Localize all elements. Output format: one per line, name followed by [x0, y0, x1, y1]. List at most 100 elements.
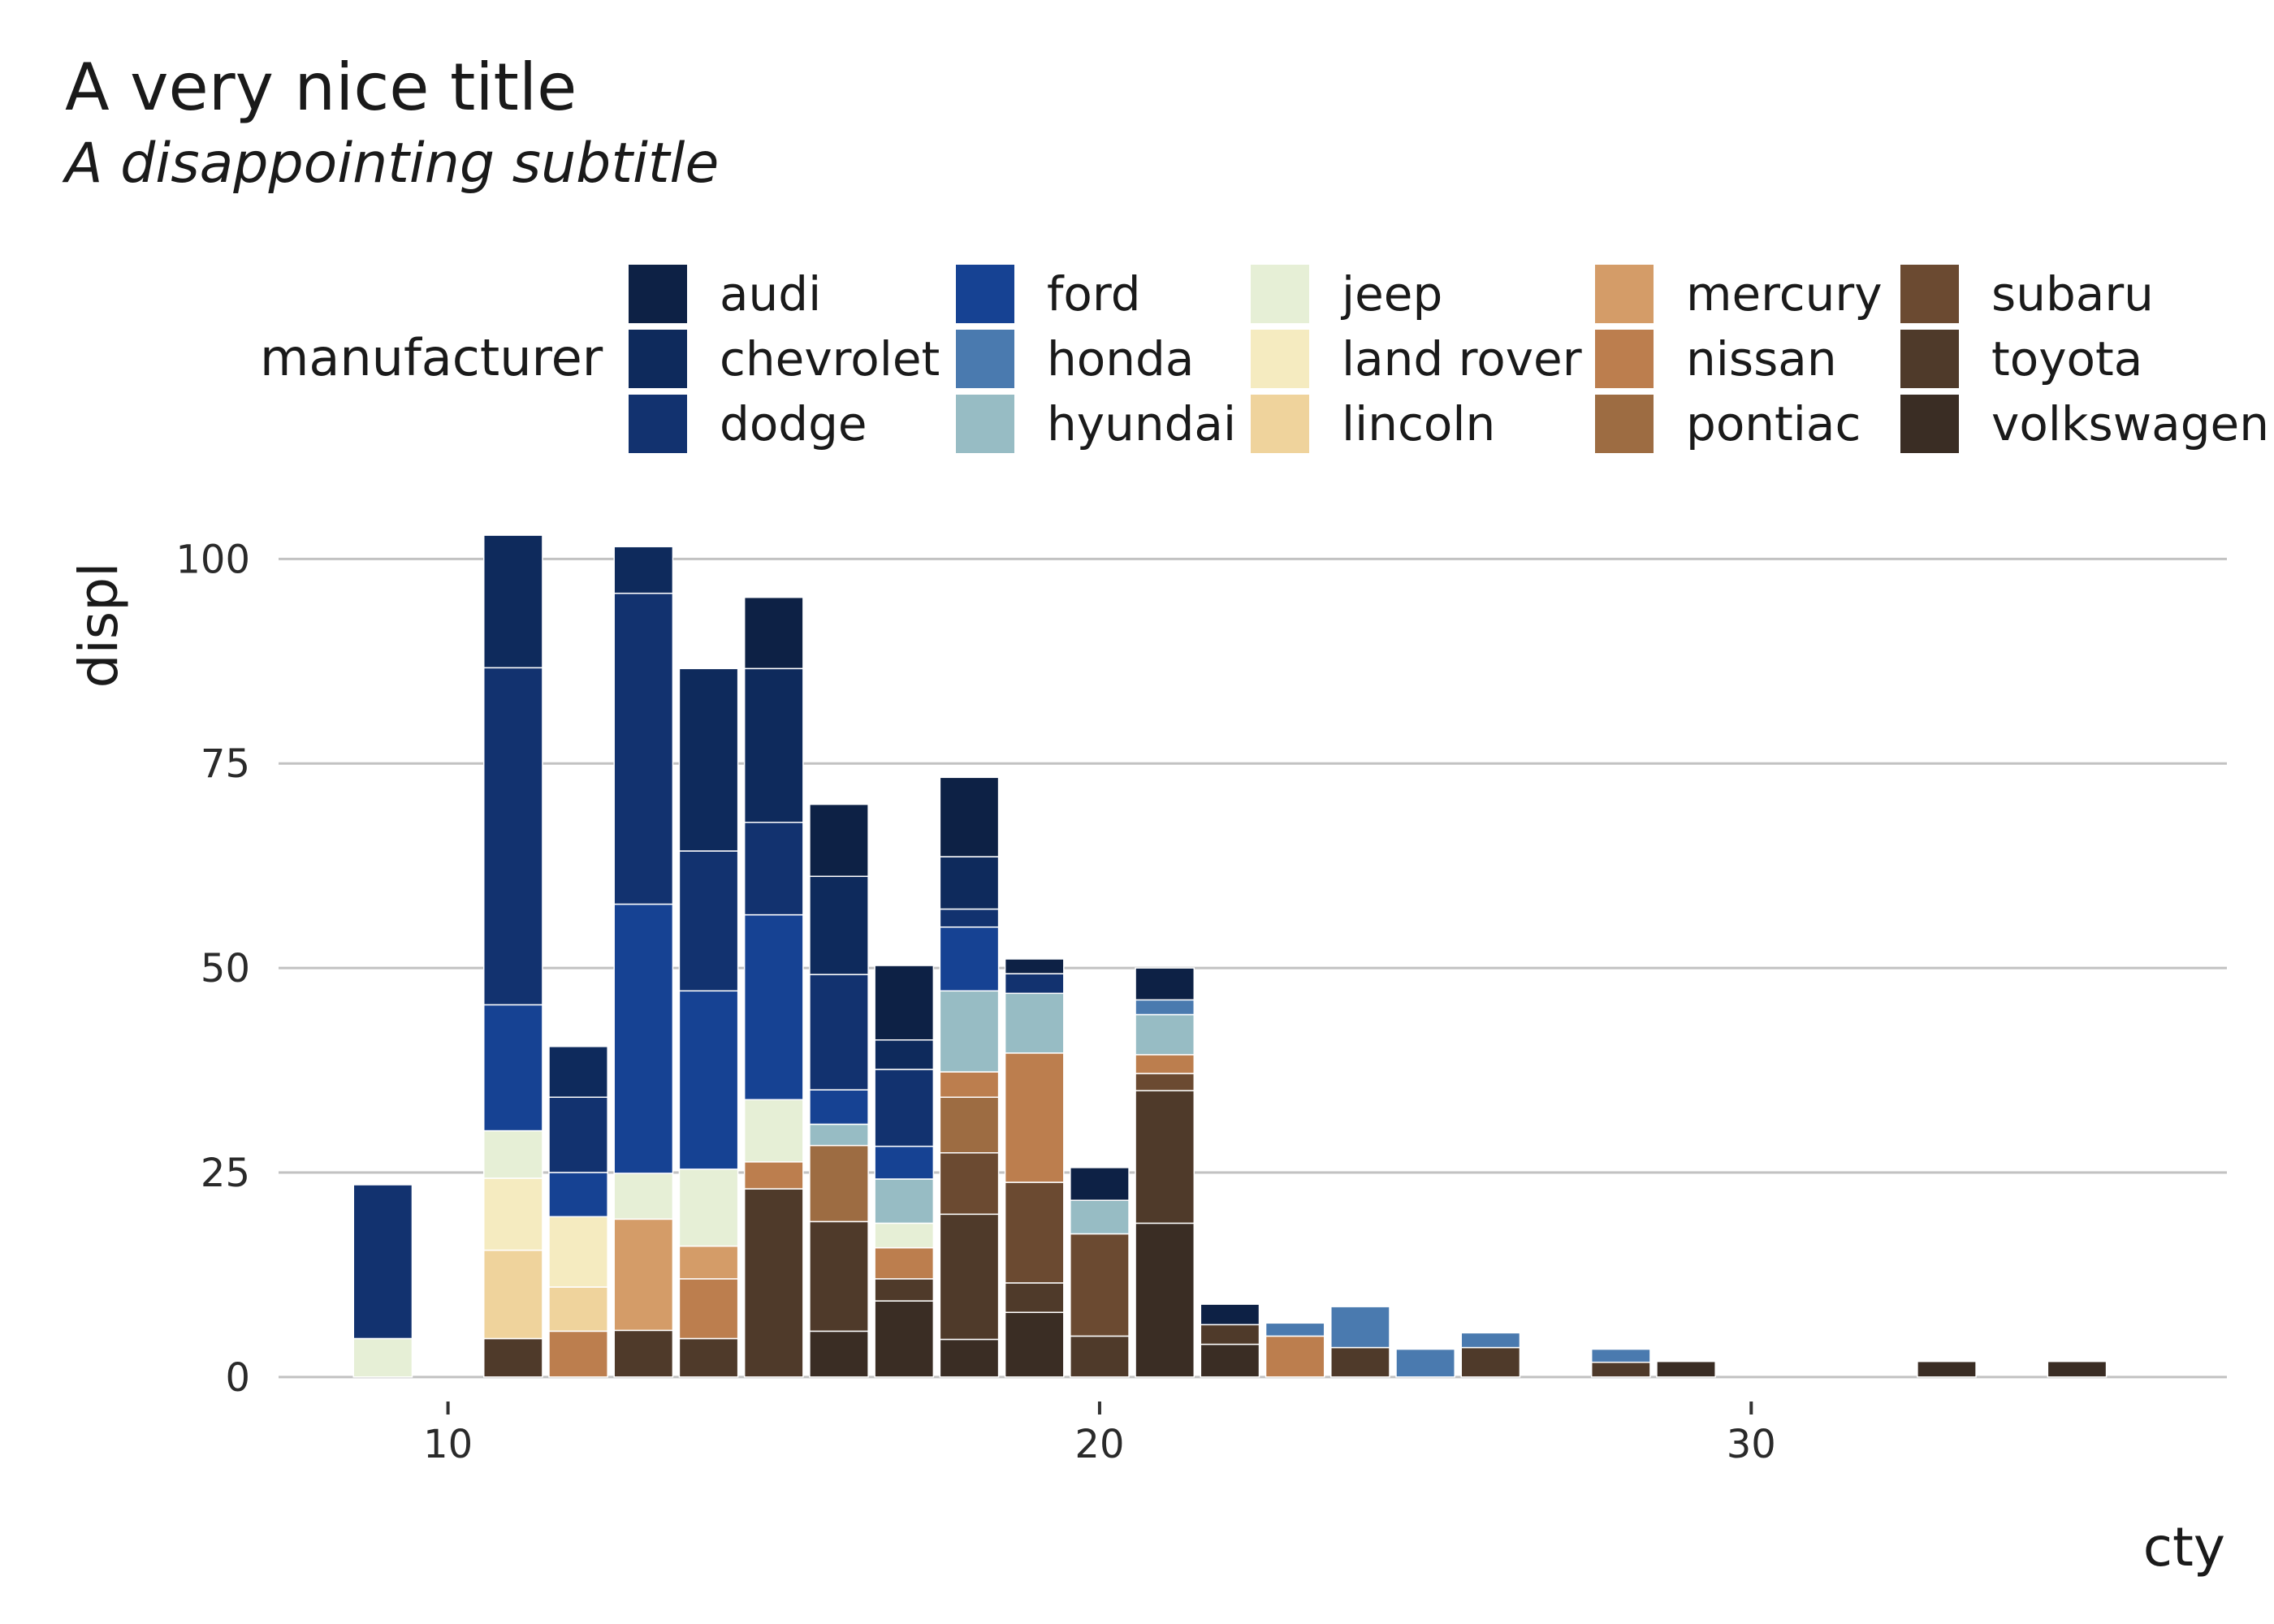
x-tick-label-10: 10	[423, 1422, 473, 1467]
x-tick-label-30: 30	[1727, 1422, 1776, 1467]
bar-segment-15-dodge	[743, 821, 804, 916]
bar-segment-26-honda	[1460, 1332, 1521, 1349]
legend-item-hyundai: hyundai	[956, 395, 1236, 453]
bar-segment-20-hyundai	[1070, 1199, 1130, 1235]
bar-segment-21-toyota	[1135, 1090, 1195, 1224]
legend-key-volkswagen	[1900, 395, 1959, 453]
bar-cty-18	[939, 776, 1000, 1378]
bar-segment-19-toyota	[1004, 1282, 1065, 1313]
y-axis: 0 25 50 75 100	[175, 537, 250, 1400]
legend-label-toyota: toyota	[1991, 331, 2143, 387]
bar-cty-25	[1395, 1348, 1455, 1378]
legend-key-mercury	[1595, 265, 1654, 323]
legend-key-subaru	[1900, 265, 1959, 323]
legend-item-toyota: toyota	[1900, 330, 2142, 388]
bar-segment-17-toyota	[874, 1278, 935, 1302]
bar-cty-13	[613, 546, 674, 1378]
bar-cty-14	[678, 667, 739, 1378]
bar-segment-13-ford	[613, 903, 674, 1174]
bar-segment-18-hyundai	[939, 990, 1000, 1073]
bar-cty-19	[1004, 958, 1065, 1378]
bar-segment-23-honda	[1265, 1322, 1325, 1337]
legend-label-dodge: dodge	[720, 396, 867, 451]
bar-segment-21-subaru	[1135, 1073, 1195, 1091]
legend-item-audi: audi	[629, 265, 821, 323]
bar-segment-12-land-rover	[548, 1216, 608, 1288]
bar-cty-24	[1330, 1306, 1390, 1378]
legend-label-audi: audi	[720, 266, 822, 322]
legend-label-subaru: subaru	[1991, 266, 2154, 322]
legend-label-volkswagen: volkswagen	[1991, 396, 2269, 451]
bar-segment-15-nissan	[743, 1161, 804, 1190]
bar-segment-20-audi	[1070, 1167, 1130, 1201]
legend-item-subaru: subaru	[1900, 265, 2154, 323]
bar-segment-15-chevrolet	[743, 667, 804, 823]
bar-segment-24-toyota	[1330, 1346, 1390, 1378]
y-tick-label-50: 50	[201, 946, 250, 991]
bar-segment-17-ford	[874, 1145, 935, 1180]
bar-segment-25-honda	[1395, 1348, 1455, 1378]
bar-segment-11-dodge	[482, 667, 543, 1006]
bar-segment-11-chevrolet	[482, 534, 543, 669]
bar-segment-16-chevrolet	[809, 875, 869, 975]
bar-segment-17-hyundai	[874, 1178, 935, 1224]
bar-segment-16-audi	[809, 803, 869, 877]
bar-segment-12-lincoln	[548, 1286, 608, 1332]
legend-key-ford	[956, 265, 1014, 323]
bar-segment-21-nissan	[1135, 1054, 1195, 1074]
bar-segment-28-toyota	[1590, 1361, 1651, 1378]
legend-key-dodge	[629, 395, 687, 453]
y-tick-label-75: 75	[201, 741, 250, 787]
bar-segment-14-ford	[678, 990, 739, 1170]
bar-cty-15	[743, 596, 804, 1378]
bar-segment-21-hyundai	[1135, 1013, 1195, 1056]
bar-segment-14-nissan	[678, 1278, 739, 1340]
legend-key-jeep	[1251, 265, 1309, 323]
bar-cty-35	[2047, 1360, 2108, 1378]
legend-label-nissan: nissan	[1686, 331, 1837, 387]
bar-segment-19-dodge	[1004, 973, 1065, 995]
legend-item-pontiac: pontiac	[1595, 395, 1861, 453]
legend-label-mercury: mercury	[1686, 266, 1883, 322]
bar-cty-28	[1590, 1348, 1651, 1378]
legend-key-audi	[629, 265, 687, 323]
bar-segment-13-jeep	[613, 1173, 674, 1220]
y-tick-label-0: 0	[225, 1355, 250, 1401]
bar-segment-16-toyota	[809, 1220, 869, 1332]
bar-segment-12-dodge	[548, 1096, 608, 1173]
bars	[352, 534, 2108, 1378]
bar-segment-13-mercury	[613, 1218, 674, 1332]
bar-segment-11-lincoln	[482, 1249, 543, 1340]
bar-segment-35-volkswagen	[2047, 1360, 2108, 1378]
bar-segment-13-dodge	[613, 592, 674, 905]
bar-segment-15-toyota	[743, 1188, 804, 1378]
bar-segment-18-dodge	[939, 908, 1000, 928]
legend-item-volkswagen: volkswagen	[1900, 395, 2269, 453]
bar-segment-17-jeep	[874, 1222, 935, 1249]
legend-key-chevrolet	[629, 330, 687, 388]
bar-segment-19-volkswagen	[1004, 1311, 1065, 1378]
bar-segment-19-audi	[1004, 958, 1065, 974]
bar-segment-12-chevrolet	[548, 1046, 608, 1099]
bar-segment-24-honda	[1330, 1306, 1390, 1349]
legend-item-nissan: nissan	[1595, 330, 1837, 388]
bar-segment-21-honda	[1135, 999, 1195, 1016]
bar-segment-17-volkswagen	[874, 1300, 935, 1378]
bar-segment-11-ford	[482, 1004, 543, 1132]
bar-cty-33	[1917, 1360, 1977, 1378]
legend-label-jeep: jeep	[1342, 266, 1443, 322]
bar-segment-14-jeep	[678, 1168, 739, 1247]
bar-segment-11-jeep	[482, 1129, 543, 1179]
bar-segment-17-audi	[874, 965, 935, 1041]
bar-segment-14-mercury	[678, 1245, 739, 1280]
legend-item-lincoln: lincoln	[1251, 395, 1495, 453]
bar-segment-13-toyota	[613, 1329, 674, 1378]
bar-cty-17	[874, 965, 935, 1378]
legend-item-chevrolet: chevrolet	[629, 330, 940, 388]
bar-segment-14-dodge	[678, 850, 739, 992]
bar-segment-16-ford	[809, 1089, 869, 1125]
bar-segment-16-hyundai	[809, 1123, 869, 1147]
bar-cty-11	[482, 534, 543, 1378]
bar-segment-29-volkswagen	[1656, 1360, 1716, 1378]
bar-segment-18-pontiac	[939, 1096, 1000, 1154]
